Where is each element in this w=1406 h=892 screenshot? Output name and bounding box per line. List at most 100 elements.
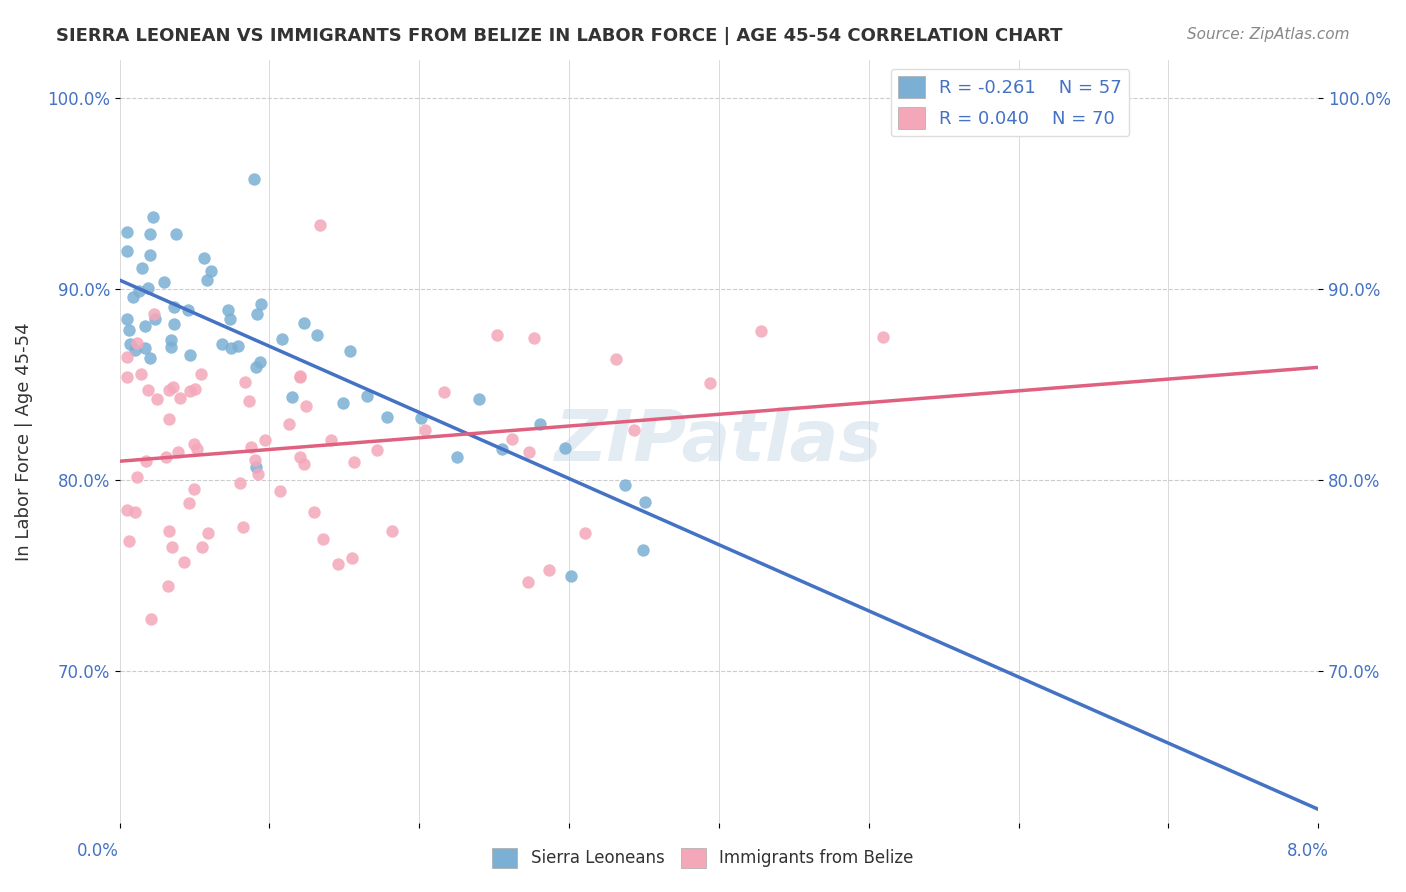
Point xyxy=(342,550,364,565)
Y-axis label: In Labor Force | Age 45-54: In Labor Force | Age 45-54 xyxy=(15,322,32,561)
Point xyxy=(162,380,184,394)
Point xyxy=(197,526,219,541)
Point xyxy=(605,351,627,366)
Point xyxy=(115,351,138,365)
Point xyxy=(138,351,160,366)
Point xyxy=(245,460,267,475)
Point xyxy=(226,339,249,353)
Point xyxy=(749,324,772,338)
Point xyxy=(250,296,273,310)
Point xyxy=(165,227,187,242)
Point xyxy=(183,437,205,451)
Point xyxy=(271,332,294,346)
Text: ZIPatlas: ZIPatlas xyxy=(555,407,883,476)
Point xyxy=(124,343,146,358)
Point xyxy=(305,327,328,342)
Point xyxy=(179,384,201,399)
Point xyxy=(173,555,195,569)
Point xyxy=(136,281,159,295)
Point xyxy=(281,390,304,404)
Point xyxy=(219,341,242,355)
Point xyxy=(118,533,141,548)
Point xyxy=(238,394,260,409)
Point xyxy=(128,284,150,298)
Point xyxy=(125,469,148,483)
Point xyxy=(177,302,200,317)
Point xyxy=(159,411,181,425)
Point xyxy=(523,331,546,345)
Point xyxy=(538,563,561,577)
Point xyxy=(631,543,654,558)
Point xyxy=(232,520,254,534)
Point xyxy=(433,384,456,399)
Point xyxy=(115,312,138,326)
Text: 0.0%: 0.0% xyxy=(77,842,120,860)
Point xyxy=(269,483,291,498)
Point xyxy=(277,417,299,432)
Point xyxy=(169,392,191,406)
Point xyxy=(160,334,183,348)
Point xyxy=(413,423,436,437)
Point xyxy=(139,227,162,241)
Point xyxy=(143,307,166,321)
Point xyxy=(254,433,277,447)
Point xyxy=(195,273,218,287)
Point xyxy=(375,410,398,425)
Point xyxy=(218,311,240,326)
Point xyxy=(118,337,141,351)
Point xyxy=(319,433,342,447)
Point xyxy=(309,218,332,232)
Point xyxy=(145,392,167,406)
Point xyxy=(613,478,636,492)
Point xyxy=(160,340,183,354)
Point xyxy=(167,445,190,459)
Point xyxy=(243,171,266,186)
Point xyxy=(633,495,655,509)
Point xyxy=(381,524,404,538)
Point xyxy=(163,301,186,315)
Point xyxy=(135,454,157,468)
Point xyxy=(292,316,315,330)
Point xyxy=(217,303,239,318)
Point xyxy=(115,369,138,384)
Point xyxy=(160,540,183,554)
Point xyxy=(249,354,271,368)
Point xyxy=(517,574,540,589)
Point xyxy=(366,442,388,457)
Point xyxy=(142,210,165,224)
Point xyxy=(115,244,138,258)
Point xyxy=(288,369,311,384)
Text: SIERRA LEONEAN VS IMMIGRANTS FROM BELIZE IN LABOR FORCE | AGE 45-54 CORRELATION : SIERRA LEONEAN VS IMMIGRANTS FROM BELIZE… xyxy=(56,27,1063,45)
Point xyxy=(127,335,149,350)
Point xyxy=(292,457,315,471)
Point xyxy=(134,319,156,334)
Point xyxy=(560,569,582,583)
Point xyxy=(501,432,523,446)
Point xyxy=(157,524,180,539)
Point xyxy=(157,579,180,593)
Point xyxy=(157,383,180,397)
Point xyxy=(190,367,212,381)
Point xyxy=(343,455,366,469)
Point xyxy=(485,328,508,343)
Point xyxy=(186,442,208,456)
Point xyxy=(183,482,205,496)
Point xyxy=(115,225,138,239)
Point xyxy=(179,496,201,510)
Point xyxy=(163,318,186,332)
Point xyxy=(574,526,596,541)
Point xyxy=(246,467,269,481)
Text: Source: ZipAtlas.com: Source: ZipAtlas.com xyxy=(1187,27,1350,42)
Point xyxy=(623,423,645,437)
Point xyxy=(141,612,163,626)
Point xyxy=(517,445,540,459)
Point xyxy=(409,411,432,425)
Point xyxy=(446,450,468,464)
Point xyxy=(193,251,215,265)
Legend: R = -0.261    N = 57, R = 0.040    N = 70: R = -0.261 N = 57, R = 0.040 N = 70 xyxy=(891,69,1129,136)
Point xyxy=(229,476,252,491)
Point xyxy=(129,368,152,382)
Point xyxy=(131,261,153,276)
Point xyxy=(332,395,354,409)
Point xyxy=(872,330,894,344)
